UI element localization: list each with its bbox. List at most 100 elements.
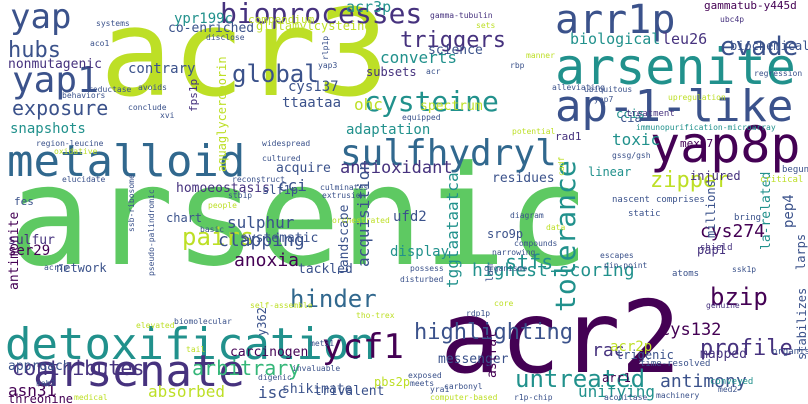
- word-tho-trex: tho-trex: [356, 311, 395, 320]
- word-antimonite: antimonite: [7, 211, 22, 290]
- word-elevated: elevated: [136, 321, 175, 330]
- word-mapped: mapped: [700, 347, 747, 362]
- word-cys132: cys132: [660, 320, 722, 340]
- word-diagram: diagram: [510, 211, 544, 220]
- word-bzip: bzip: [710, 283, 768, 311]
- word-immunopurification-microarray: immunopurification-microarray: [636, 123, 776, 132]
- word-messenger: messenger: [438, 352, 509, 367]
- word-begun: begun: [782, 165, 808, 175]
- word-systems: systems: [96, 19, 130, 28]
- word-organismal: organismal: [772, 347, 808, 357]
- word-xvi: xvi: [160, 111, 175, 120]
- word-arbitrary: arbitrary: [192, 356, 301, 380]
- word-carcinogen: carcinogen: [230, 345, 309, 360]
- word-tolerance: tolerance: [549, 160, 582, 312]
- word-people: people: [208, 201, 237, 210]
- word-cia: cia: [620, 111, 642, 125]
- word-highest-scoring: highest-scoring: [472, 260, 635, 281]
- word-ypr199c: ypr199c: [174, 11, 234, 27]
- word-adaptation: adaptation: [346, 122, 431, 138]
- word-ubiquitous: ubiquitous: [584, 85, 633, 94]
- word-gamma-tubulin: gamma-tubulin: [430, 11, 493, 20]
- word-trivalent: trivalent: [314, 384, 385, 399]
- word-antioxidant: antioxidant: [340, 158, 453, 178]
- word-zipper: zipper: [650, 168, 730, 193]
- word-met31: met31: [310, 339, 335, 348]
- word-medical: medical: [74, 393, 108, 402]
- word-sro9p: sro9p: [487, 227, 524, 241]
- word-acquire: acquire: [276, 161, 331, 176]
- word-nascent: nascent: [612, 195, 650, 205]
- word-sulfur: sulfur: [8, 233, 55, 248]
- word-fes: fes: [14, 195, 34, 208]
- word-systematic: systematic: [240, 231, 319, 246]
- word-pairs: pairs: [182, 223, 255, 251]
- word-avoids: avoids: [138, 83, 167, 92]
- word-leu26: leu26: [662, 30, 708, 48]
- word-pin-point: pin-point: [604, 261, 648, 270]
- word-fps1p: fps1p: [187, 78, 200, 112]
- word-chart: chart: [166, 211, 203, 225]
- word-cci: cci: [278, 176, 307, 195]
- word-disclose: disclose: [206, 33, 245, 42]
- word-co-enriched: co-enriched: [168, 21, 255, 36]
- word-gssg-gsh: gssg/gsh: [612, 151, 651, 160]
- word-r1p-chip: r1p-chip: [514, 393, 553, 402]
- word-shikimate: shikimate: [282, 382, 353, 397]
- word-contrary: contrary: [128, 61, 196, 77]
- word-snapshots: snapshots: [10, 121, 86, 137]
- word-alleviating: alleviating: [552, 83, 605, 92]
- word-possess: possess: [410, 264, 444, 273]
- word-anoxia: anoxia: [234, 250, 300, 271]
- word-gammatub-y445d: gammatub-y445d: [704, 0, 797, 12]
- word-organisms: organisms: [484, 264, 528, 273]
- word-digenic: digenic: [258, 373, 292, 382]
- word-tackled: tackled: [298, 262, 353, 277]
- word-untreated: untreated: [515, 365, 646, 393]
- word-sets: sets: [476, 21, 496, 30]
- word-cys274: cys274: [700, 221, 766, 242]
- word-yap7: yap7: [594, 95, 614, 104]
- word-ssb-ribosome: ssb-ribosome: [127, 174, 136, 232]
- word-ssk1p: ssk1p: [732, 265, 757, 274]
- word-biological: biological: [570, 30, 661, 48]
- word-upregulation: upregulation: [668, 93, 726, 102]
- word-acr2: acr2: [440, 279, 681, 396]
- word-acquisition: acquisition: [354, 161, 373, 267]
- word-meets: meets: [410, 379, 435, 388]
- word-mex67: mex67: [680, 137, 714, 150]
- word-highlighting: highlighting: [414, 320, 573, 345]
- word-reconstruct: reconstruct: [232, 175, 285, 184]
- word-y362: y362: [255, 307, 269, 336]
- word-acr: acr: [426, 67, 441, 76]
- word-treatment: treatment: [626, 109, 675, 119]
- word-network: network: [56, 261, 107, 275]
- word-exposed: exposed: [408, 371, 442, 380]
- word-core: core: [494, 299, 514, 308]
- word-ttaataa: ttaataa: [282, 95, 342, 111]
- word-basic: basic: [200, 225, 225, 234]
- word-med2: med2: [718, 385, 738, 394]
- word-arsenic: arsenic: [8, 136, 590, 297]
- word-machinery: machinery: [656, 391, 700, 400]
- word-stb1p: stb1p: [228, 191, 253, 200]
- word-arsenite: arsenite: [555, 38, 796, 96]
- word-acr7p: acr7p: [44, 263, 69, 272]
- word-region-leucine: region-leucine: [36, 139, 104, 148]
- word-oxidative: oxidative: [54, 147, 98, 156]
- word-manner: manner: [526, 51, 555, 60]
- word-tail: tail: [186, 345, 206, 354]
- word-ohc: ohc: [354, 95, 383, 114]
- word-cultured: cultured: [262, 154, 301, 163]
- word-absorbed: absorbed: [148, 382, 226, 401]
- word-trigenic: trigenic: [616, 348, 674, 362]
- word-arr1p: arr1p: [555, 0, 676, 43]
- word-conveyed: conveyed: [710, 377, 754, 387]
- word-global: global: [232, 60, 319, 88]
- word-ccis: ccis: [616, 107, 645, 121]
- word-widespread: widespread: [262, 139, 311, 148]
- word-disturbed: disturbed: [400, 275, 444, 284]
- word-acr3: acr3: [100, 0, 389, 124]
- word-threonine: threonine: [8, 392, 74, 404]
